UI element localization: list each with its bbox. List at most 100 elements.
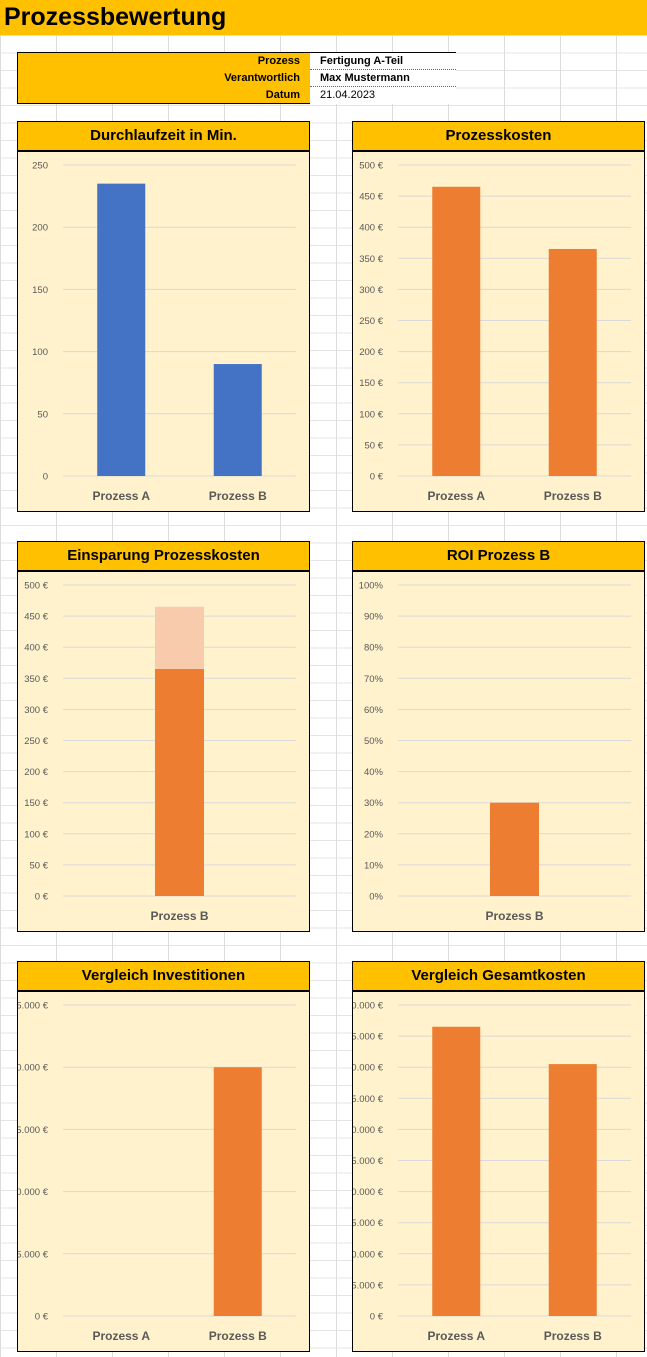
y-tick-label: 45.000 € [353,1032,384,1043]
bar-segment[interactable] [155,668,204,896]
y-tick-label: 15.000 € [18,1125,49,1136]
info-label: Datum [265,89,300,101]
info-row-verantwortlich: Verantwortlich Max Mustermann [18,70,456,87]
y-tick-label: 20.000 € [353,1187,384,1198]
y-tick-label: 80% [364,643,384,654]
category-label: Prozess A [92,1329,150,1343]
y-tick-label: 300 € [24,705,48,716]
bar-segment[interactable] [155,606,204,669]
info-label: Verantwortlich [224,72,300,84]
chart-roi: 0% 10% 20% 30% 40% 50% 60% 70% 80% 90% 100% Prozess… [359,581,631,923]
y-tick-label: 250 [32,161,48,172]
y-tick-label: 20.000 € [18,1063,49,1074]
info-row-datum: Datum 21.04.2023 [18,87,456,104]
category-label: Prozess B [150,909,208,923]
y-tick-label: 90% [364,612,384,623]
y-tick-label: 40.000 € [353,1063,384,1074]
category-label: Prozess B [544,1329,602,1343]
chart-durchlaufzeit: 0 50 100 150 200 250 Prozess A Prozess B [32,161,296,503]
title-bar: Prozessbewertung [0,0,647,35]
y-tick-label: 0 € [370,472,384,483]
category-label: Prozess B [485,909,543,923]
y-tick-label: 500 € [24,581,48,592]
y-tick-label: 350 € [359,254,383,265]
chart-panel-prozesskosten[interactable]: Prozesskosten 0 € 50 € 100 € 150 € 200 € 250 … [352,121,645,512]
chart-panel-durchlaufzeit[interactable]: Durchlaufzeit in Min. 0 50 100 150 200 250 Pro… [17,121,310,512]
y-tick-label: 10% [364,860,384,871]
info-value-prozess[interactable]: Fertigung A-Teil [310,53,456,70]
y-tick-label: 70% [364,674,384,685]
category-label: Prozess B [209,1329,267,1343]
y-tick-label: 30.000 € [353,1125,384,1136]
y-tick-label: 50.000 € [353,1001,384,1012]
y-tick-label: 100 € [24,829,48,840]
page-title: Prozessbewertung [4,3,227,31]
chart-title: Einsparung Prozesskosten [18,542,309,572]
y-tick-label: 250 € [24,736,48,747]
category-label: Prozess A [92,489,150,503]
y-tick-label: 10.000 € [18,1187,49,1198]
y-tick-label: 150 € [24,798,48,809]
info-value-verantwortlich[interactable]: Max Mustermann [310,70,456,87]
y-tick-label: 30% [364,798,384,809]
y-tick-label: 50 [37,409,48,420]
y-tick-label: 150 [32,285,48,296]
chart-panel-investitionen[interactable]: Vergleich Investitionen 0 € 5.000 € 10.000… [17,961,310,1352]
y-tick-label: 400 € [359,223,383,234]
y-tick-label: 500 € [359,161,383,172]
y-tick-label: 200 € [24,767,48,778]
bar[interactable] [548,1064,597,1316]
chart-title: Durchlaufzeit in Min. [18,122,309,152]
y-tick-label: 0 € [35,1312,49,1323]
y-tick-label: 5.000 € [353,1280,384,1291]
y-tick-label: 35.000 € [353,1094,384,1105]
chart-title: Vergleich Gesamtkosten [353,962,644,992]
y-tick-label: 100% [359,581,384,592]
y-tick-label: 450 € [24,612,48,623]
y-tick-label: 60% [364,705,384,716]
bar[interactable] [490,802,539,896]
chart-panel-gesamtkosten[interactable]: Vergleich Gesamtkosten 0 € 5.000 € 10.000 … [352,961,645,1352]
y-tick-label: 0 € [35,892,49,903]
category-label: Prozess A [427,1329,485,1343]
chart-title: Vergleich Investitionen [18,962,309,992]
y-tick-label: 200 [32,223,48,234]
y-tick-label: 0% [369,892,383,903]
info-row-prozess: Prozess Fertigung A-Teil [18,53,456,70]
y-tick-label: 0 [43,472,48,483]
info-label: Prozess [257,55,300,67]
y-tick-label: 50 € [30,860,49,871]
bar[interactable] [97,183,146,476]
bar[interactable] [213,1067,262,1316]
bar[interactable] [548,248,597,476]
y-tick-label: 150 € [359,378,383,389]
chart-title: Prozesskosten [353,122,644,152]
chart-title: ROI Prozess B [353,542,644,572]
y-tick-label: 50% [364,736,384,747]
chart-panel-roi[interactable]: ROI Prozess B 0% 10% 20% 30% 40% 50% 60% 70% 80%… [352,541,645,932]
y-tick-label: 350 € [24,674,48,685]
bar[interactable] [432,1026,481,1316]
chart-panel-einsparung[interactable]: Einsparung Prozesskosten 0 € 50 € 100 € 150… [17,541,310,932]
y-tick-label: 100 [32,347,48,358]
y-tick-label: 5.000 € [18,1249,49,1260]
y-tick-label: 20% [364,829,384,840]
chart-investitionen: 0 € 5.000 € 10.000 € 15.000 € 20.000 € 25.000… [18,1001,296,1343]
y-tick-label: 300 € [359,285,383,296]
info-value-datum[interactable]: 21.04.2023 [310,87,456,104]
y-tick-label: 10.000 € [353,1249,384,1260]
info-table: Prozess Fertigung A-Teil Verantwortlich … [17,52,456,104]
chart-einsparung: 0 € 50 € 100 € 150 € 200 € 250 € 300 € 350 € 400… [24,581,296,923]
chart-gesamtkosten: 0 € 5.000 € 10.000 € 15.000 € 20.000 € 25.000… [353,1001,631,1343]
y-tick-label: 40% [364,767,384,778]
y-tick-label: 400 € [24,643,48,654]
y-tick-label: 50 € [365,440,384,451]
y-tick-label: 450 € [359,192,383,203]
y-tick-label: 0 € [370,1312,384,1323]
bar[interactable] [213,364,262,476]
y-tick-label: 25.000 € [18,1001,49,1012]
bar[interactable] [432,186,481,476]
category-label: Prozess A [427,489,485,503]
chart-prozesskosten: 0 € 50 € 100 € 150 € 200 € 250 € 300 € 350 € 400… [359,161,631,503]
y-tick-label: 15.000 € [353,1218,384,1229]
